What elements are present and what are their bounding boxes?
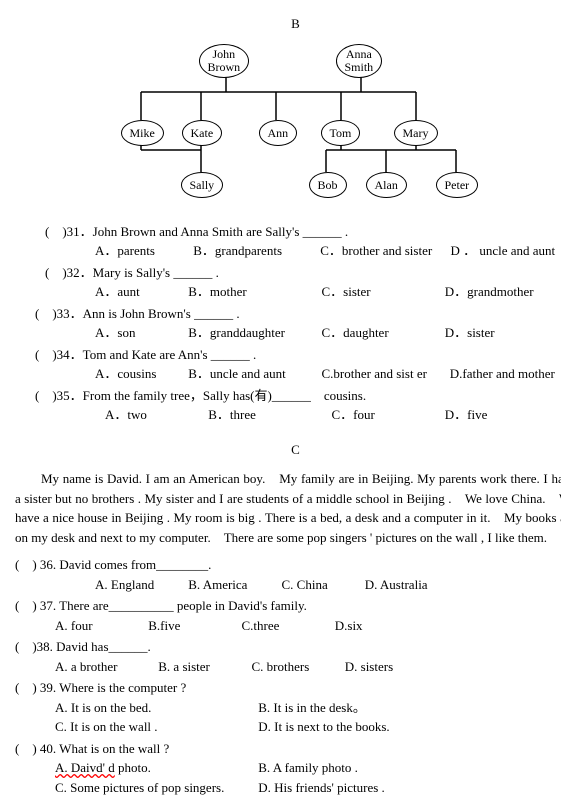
q31-c: C．brother and sister <box>320 243 432 258</box>
q40-stem: ( ) 40. What is on the wall ? <box>15 739 561 759</box>
q39-options: A. It is on the bed. B. It is in the des… <box>15 698 561 737</box>
node-bob: Bob <box>309 172 347 198</box>
node-anna: AnnaSmith <box>336 44 383 78</box>
node-sally: Sally <box>181 172 224 198</box>
q34-a: A．cousins <box>95 364 185 384</box>
q36-c: C. China <box>282 575 362 595</box>
q38: ( )38. David has______. A. a brother B. … <box>15 637 561 676</box>
section-c-header: C <box>15 440 561 460</box>
passage-c: My name is David. I am an American boy. … <box>15 469 561 547</box>
q35: ( )35．From the family tree，Sally has(有)_… <box>15 386 561 425</box>
q34: ( )34．Tom and Kate are Ann's ______ . A．… <box>15 345 561 384</box>
q36-stem: ( ) 36. David comes from________. <box>15 555 561 575</box>
node-kate: Kate <box>182 120 223 146</box>
q31-d: D ． uncle and aunt <box>450 243 555 258</box>
q32-b: B．mother <box>188 282 318 302</box>
q39-a: A. It is on the bed. <box>55 698 255 718</box>
q38-b: B. a sister <box>158 657 248 677</box>
q38-a: A. a brother <box>55 657 155 677</box>
q33-c: C．daughter <box>322 323 442 343</box>
q34-c: C.brother and sist er <box>322 364 447 384</box>
q33-stem: ( )33．Ann is John Brown's ______ . <box>15 304 561 324</box>
q37-d: D.six <box>335 618 363 633</box>
q32-c: C．sister <box>322 282 442 302</box>
q34-d: D.father and mother <box>450 366 555 381</box>
q35-a: A．two <box>105 405 205 425</box>
node-mary: Mary <box>394 120 438 146</box>
q38-options: A. a brother B. a sister C. brothers D. … <box>15 657 561 677</box>
q39-d: D. It is next to the books. <box>258 719 389 734</box>
q38-c: C. brothers <box>252 657 342 677</box>
node-ann: Ann <box>259 120 298 146</box>
family-tree: JohnBrown AnnaSmith Mike Kate Ann Tom Ma… <box>96 42 496 202</box>
q37: ( ) 37. There are__________ people in Da… <box>15 596 561 635</box>
q40-c: C. Some pictures of pop singers. <box>55 778 255 798</box>
q35-b: B．three <box>208 405 328 425</box>
q31-stem: ( )31．John Brown and Anna Smith are Sall… <box>15 222 561 242</box>
q36: ( ) 36. David comes from________. A. Eng… <box>15 555 561 594</box>
q37-options: A. four B.five C.three D.six <box>15 616 561 636</box>
node-john: JohnBrown <box>199 44 250 78</box>
q37-a: A. four <box>55 616 145 636</box>
q33-options: A．son B．granddaughter C．daughter D．siste… <box>15 323 561 343</box>
q36-b: B. America <box>188 575 278 595</box>
node-tom: Tom <box>321 120 361 146</box>
q33-b: B．granddaughter <box>188 323 318 343</box>
q33-a: A．son <box>95 323 185 343</box>
q35-options: A．two B．three C．four D．five <box>15 405 561 425</box>
q32-d: D．grandmother <box>445 284 534 299</box>
q38-d: D. sisters <box>345 659 393 674</box>
q39-stem: ( ) 39. Where is the computer ? <box>15 678 561 698</box>
q35-stem: ( )35．From the family tree，Sally has(有)_… <box>15 386 561 406</box>
q33: ( )33．Ann is John Brown's ______ . A．son… <box>15 304 561 343</box>
q34-b: B．uncle and aunt <box>188 364 318 384</box>
q34-stem: ( )34．Tom and Kate are Ann's ______ . <box>15 345 561 365</box>
q37-c: C.three <box>242 616 332 636</box>
q32-stem: ( )32．Mary is Sally's ______ . <box>15 263 561 283</box>
q36-options: A. England B. America C. China D. Austra… <box>15 575 561 595</box>
q39-b: B. It is in the desk。 <box>258 700 366 715</box>
q37-stem: ( ) 37. There are__________ people in Da… <box>15 596 561 616</box>
q31-b: B．grandparents <box>193 243 282 258</box>
q31-options: A．parents B．grandparents C．brother and s… <box>15 241 561 261</box>
section-b-header: B <box>15 14 561 34</box>
node-peter: Peter <box>436 172 479 198</box>
q32-options: A．aunt B．mother C．sister D．grandmother <box>15 282 561 302</box>
q34-options: A．cousins B．uncle and aunt C.brother and… <box>15 364 561 384</box>
q39-c: C. It is on the wall . <box>55 717 255 737</box>
q36-d: D. Australia <box>365 577 428 592</box>
q35-d: D．five <box>445 407 488 422</box>
q31: ( )31．John Brown and Anna Smith are Sall… <box>15 222 561 261</box>
q40-d: D. His friends' pictures . <box>258 780 385 795</box>
q31-a: A．parents <box>95 243 155 258</box>
tree-lines <box>96 42 496 202</box>
q36-a: A. England <box>95 575 185 595</box>
q39: ( ) 39. Where is the computer ? A. It is… <box>15 678 561 737</box>
q32: ( )32．Mary is Sally's ______ . A．aunt B．… <box>15 263 561 302</box>
q32-a: A．aunt <box>95 282 185 302</box>
q33-d: D．sister <box>445 325 495 340</box>
q35-c: C．four <box>332 405 442 425</box>
node-alan: Alan <box>366 172 407 198</box>
q40-options: A. Daivd' d photo. B. A family photo . C… <box>15 758 561 797</box>
q38-stem: ( )38. David has______. <box>15 637 561 657</box>
node-mike: Mike <box>121 120 164 146</box>
q37-b: B.five <box>148 616 238 636</box>
